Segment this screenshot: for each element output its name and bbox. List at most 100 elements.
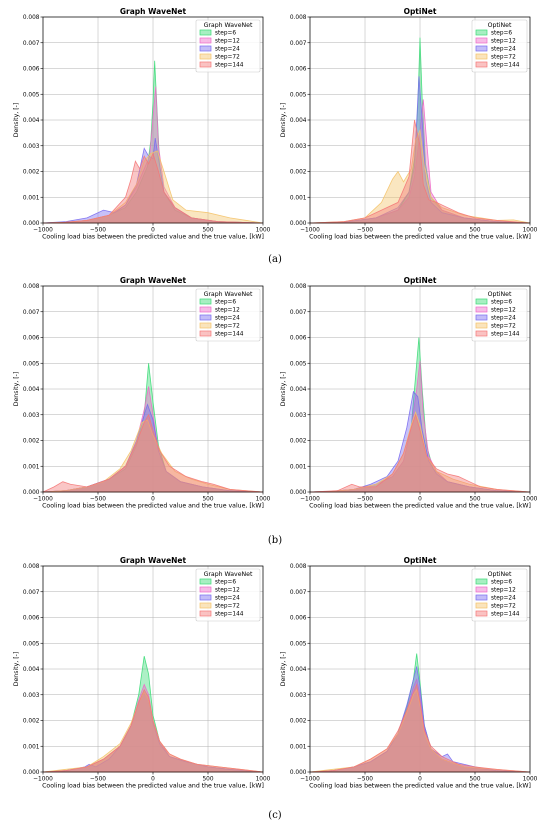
legend-swatch bbox=[199, 330, 212, 337]
legend-box bbox=[195, 19, 261, 73]
y-tick-label: 0.004 bbox=[23, 667, 40, 673]
y-tick-label: 0.004 bbox=[23, 118, 40, 124]
density-panel: −1000 −500 0 500 1000 0.000 0.001 0.002 0.003 0.0… bbox=[13, 556, 271, 790]
legend-swatch bbox=[199, 322, 212, 329]
y-tick-label: 0.000 bbox=[290, 221, 307, 227]
density-area-step-144 bbox=[309, 413, 531, 493]
x-axis-label: Cooling load bias between the predicted … bbox=[309, 783, 531, 790]
legend-entry: step=12 bbox=[491, 39, 516, 45]
y-tick-label: 0.005 bbox=[290, 361, 307, 367]
x-tick-label: 1000 bbox=[256, 777, 271, 783]
x-tick-label: −1000 bbox=[33, 777, 53, 783]
y-tick-label: 0.006 bbox=[23, 67, 40, 73]
row-label: (b) bbox=[268, 535, 282, 546]
y-tick-label: 0.000 bbox=[23, 221, 40, 227]
panel-title: Graph WaveNet bbox=[120, 7, 187, 16]
legend-swatch bbox=[475, 330, 488, 337]
y-tick-label: 0.002 bbox=[23, 170, 40, 176]
y-tick-label: 0.006 bbox=[23, 616, 40, 622]
y-tick-label: 0.000 bbox=[23, 490, 40, 496]
legend-entry: step=12 bbox=[215, 308, 240, 314]
x-tick-label: −500 bbox=[90, 228, 106, 234]
legend-entry: step=144 bbox=[491, 612, 520, 618]
legend-swatch bbox=[475, 610, 488, 617]
y-tick-label: 0.001 bbox=[23, 744, 40, 750]
legend-entry: step=6 bbox=[491, 31, 512, 37]
legend-swatch bbox=[475, 29, 488, 36]
y-tick-label: 0.008 bbox=[290, 564, 307, 570]
legend-swatch bbox=[475, 61, 488, 68]
y-axis-label: Density, [-] bbox=[13, 103, 20, 138]
x-tick-label: 1000 bbox=[256, 228, 271, 234]
density-area-step-144 bbox=[309, 119, 531, 224]
y-tick-label: 0.006 bbox=[290, 67, 307, 73]
legend: OptiNet step=6 step=12 step=24 step=72 step=1… bbox=[471, 288, 528, 342]
y-tick-label: 0.003 bbox=[23, 413, 40, 419]
legend-entry: step=144 bbox=[491, 63, 520, 69]
y-tick-label: 0.005 bbox=[290, 641, 307, 647]
x-tick-label: −1000 bbox=[33, 228, 53, 234]
legend-title: Graph WaveNet bbox=[204, 22, 253, 29]
x-axis-label: Cooling load bias between the predicted … bbox=[309, 503, 531, 510]
x-tick-label: 500 bbox=[202, 228, 213, 234]
legend-entry: step=72 bbox=[215, 604, 240, 610]
y-tick-label: 0.008 bbox=[290, 284, 307, 290]
y-axis-label: Density, [-] bbox=[13, 652, 20, 687]
legend-swatch bbox=[475, 594, 488, 601]
legend-title: OptiNet bbox=[488, 571, 512, 578]
x-tick-label: 500 bbox=[469, 777, 480, 783]
x-tick-label: 500 bbox=[469, 497, 480, 503]
density-panel: −1000 −500 0 500 1000 0.000 0.001 0.002 0.003 0.0… bbox=[280, 276, 538, 510]
y-axis-label: Density, [-] bbox=[13, 372, 20, 407]
legend-swatch bbox=[199, 37, 212, 44]
legend-entry: step=72 bbox=[491, 55, 516, 61]
legend-entry: step=12 bbox=[215, 39, 240, 45]
x-axis-label: Cooling load bias between the predicted … bbox=[42, 503, 264, 510]
legend-swatch bbox=[199, 61, 212, 68]
x-axis-label: Cooling load bias between the predicted … bbox=[42, 234, 264, 241]
legend-entry: step=24 bbox=[491, 316, 516, 322]
x-axis-label: Cooling load bias between the predicted … bbox=[309, 234, 531, 241]
legend-swatch bbox=[475, 53, 488, 60]
legend-entry: step=24 bbox=[215, 316, 240, 322]
legend-entry: step=12 bbox=[491, 308, 516, 314]
x-axis-label: Cooling load bias between the predicted … bbox=[42, 783, 264, 790]
x-tick-label: −500 bbox=[357, 497, 373, 503]
y-tick-label: 0.000 bbox=[290, 490, 307, 496]
y-axis-label: Density, [-] bbox=[280, 652, 287, 687]
y-tick-label: 0.003 bbox=[290, 693, 307, 699]
y-tick-label: 0.007 bbox=[290, 41, 307, 47]
x-tick-label: 1000 bbox=[523, 228, 538, 234]
density-panel: −1000 −500 0 500 1000 0.000 0.001 0.002 0.003 0.0… bbox=[280, 7, 538, 241]
legend-entry: step=24 bbox=[491, 596, 516, 602]
y-tick-label: 0.002 bbox=[23, 439, 40, 445]
x-tick-label: −1000 bbox=[300, 228, 320, 234]
legend-title: Graph WaveNet bbox=[204, 571, 253, 578]
panel-title: OptiNet bbox=[404, 276, 437, 285]
y-tick-label: 0.002 bbox=[23, 719, 40, 725]
legend-entry: step=6 bbox=[491, 300, 512, 306]
legend-entry: step=24 bbox=[215, 47, 240, 53]
y-tick-label: 0.001 bbox=[290, 744, 307, 750]
legend-entry: step=144 bbox=[491, 332, 520, 338]
legend-box bbox=[195, 568, 261, 622]
legend-swatch bbox=[475, 45, 488, 52]
y-tick-label: 0.007 bbox=[23, 41, 40, 47]
y-tick-label: 0.006 bbox=[290, 616, 307, 622]
legend-swatch bbox=[199, 602, 212, 609]
legend: Graph WaveNet step=6 step=12 step=24 step=72… bbox=[195, 19, 261, 73]
y-tick-label: 0.002 bbox=[290, 170, 307, 176]
legend-swatch bbox=[199, 594, 212, 601]
x-tick-label: −500 bbox=[357, 777, 373, 783]
legend-swatch bbox=[475, 602, 488, 609]
legend-swatch bbox=[475, 298, 488, 305]
legend-entry: step=6 bbox=[491, 580, 512, 586]
legend-entry: step=144 bbox=[215, 612, 244, 618]
legend-swatch bbox=[199, 610, 212, 617]
y-tick-label: 0.008 bbox=[23, 15, 40, 21]
legend-entry: step=24 bbox=[215, 596, 240, 602]
y-tick-label: 0.005 bbox=[23, 92, 40, 98]
y-tick-label: 0.005 bbox=[290, 92, 307, 98]
y-tick-label: 0.006 bbox=[290, 336, 307, 342]
